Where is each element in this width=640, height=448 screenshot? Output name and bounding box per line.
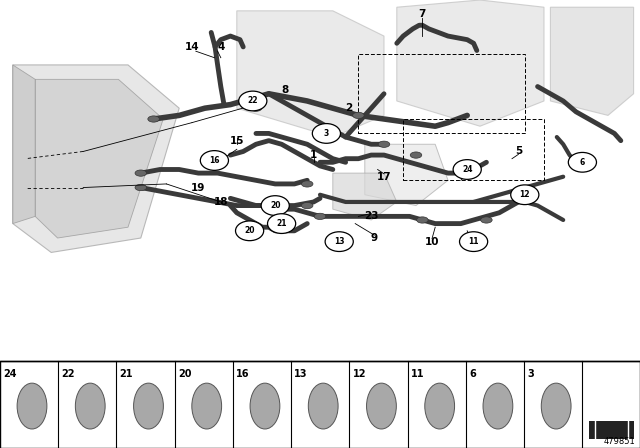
Circle shape bbox=[261, 196, 289, 215]
Ellipse shape bbox=[17, 383, 47, 429]
Text: 7: 7 bbox=[419, 9, 426, 19]
Text: 21: 21 bbox=[120, 369, 133, 379]
Polygon shape bbox=[365, 144, 448, 206]
Ellipse shape bbox=[135, 185, 147, 191]
Circle shape bbox=[568, 152, 596, 172]
Text: 13: 13 bbox=[294, 369, 308, 379]
Text: 19: 19 bbox=[191, 182, 205, 193]
Ellipse shape bbox=[314, 213, 326, 220]
Polygon shape bbox=[237, 11, 384, 137]
Text: 13: 13 bbox=[334, 237, 344, 246]
Ellipse shape bbox=[250, 105, 262, 112]
Ellipse shape bbox=[417, 217, 428, 223]
Text: 11: 11 bbox=[468, 237, 479, 246]
Polygon shape bbox=[13, 65, 179, 253]
Text: 21: 21 bbox=[276, 219, 287, 228]
Ellipse shape bbox=[425, 383, 454, 429]
Text: 10: 10 bbox=[425, 237, 439, 247]
Text: 17: 17 bbox=[377, 172, 391, 182]
Ellipse shape bbox=[148, 116, 159, 122]
Ellipse shape bbox=[301, 181, 313, 187]
Text: 22: 22 bbox=[61, 369, 75, 379]
Polygon shape bbox=[550, 7, 634, 116]
Text: 12: 12 bbox=[353, 369, 366, 379]
Text: 4: 4 bbox=[217, 42, 225, 52]
Polygon shape bbox=[13, 65, 35, 224]
Circle shape bbox=[325, 232, 353, 251]
Text: 1: 1 bbox=[310, 150, 317, 160]
Circle shape bbox=[239, 91, 267, 111]
Ellipse shape bbox=[483, 383, 513, 429]
Text: 23: 23 bbox=[364, 211, 378, 221]
Ellipse shape bbox=[134, 383, 163, 429]
Text: 9: 9 bbox=[371, 233, 378, 243]
Circle shape bbox=[236, 221, 264, 241]
Text: 479851: 479851 bbox=[603, 437, 635, 446]
Ellipse shape bbox=[410, 152, 422, 158]
Ellipse shape bbox=[481, 217, 492, 223]
Text: 3: 3 bbox=[324, 129, 329, 138]
Bar bbox=[0, 0, 640, 361]
Ellipse shape bbox=[367, 383, 396, 429]
Circle shape bbox=[460, 232, 488, 251]
Ellipse shape bbox=[135, 170, 147, 176]
Text: 16: 16 bbox=[209, 156, 220, 165]
Ellipse shape bbox=[541, 383, 571, 429]
Polygon shape bbox=[333, 173, 397, 220]
Text: 20: 20 bbox=[270, 201, 280, 210]
Ellipse shape bbox=[308, 383, 338, 429]
Text: 6: 6 bbox=[469, 369, 476, 379]
Text: 12: 12 bbox=[520, 190, 530, 199]
Text: 2: 2 bbox=[345, 103, 353, 113]
Ellipse shape bbox=[378, 141, 390, 147]
Text: 20: 20 bbox=[178, 369, 191, 379]
Polygon shape bbox=[397, 0, 544, 126]
Ellipse shape bbox=[76, 383, 105, 429]
Text: 3: 3 bbox=[527, 369, 534, 379]
Bar bbox=[0, 361, 640, 448]
Ellipse shape bbox=[192, 383, 221, 429]
Text: 22: 22 bbox=[248, 96, 258, 105]
Text: 11: 11 bbox=[411, 369, 424, 379]
Text: 14: 14 bbox=[185, 42, 199, 52]
Circle shape bbox=[200, 151, 228, 170]
Text: 16: 16 bbox=[236, 369, 250, 379]
Circle shape bbox=[511, 185, 539, 205]
Bar bbox=[358, 54, 525, 134]
Ellipse shape bbox=[353, 112, 364, 119]
Circle shape bbox=[453, 159, 481, 179]
Text: 24: 24 bbox=[3, 369, 17, 379]
Bar bbox=[403, 119, 544, 181]
Polygon shape bbox=[35, 79, 163, 238]
Circle shape bbox=[268, 214, 296, 233]
Text: 8: 8 bbox=[281, 85, 289, 95]
Ellipse shape bbox=[301, 202, 313, 209]
Text: 24: 24 bbox=[462, 165, 472, 174]
Text: 15: 15 bbox=[230, 136, 244, 146]
Text: 18: 18 bbox=[214, 197, 228, 207]
Text: 5: 5 bbox=[515, 146, 522, 156]
Circle shape bbox=[312, 124, 340, 143]
Ellipse shape bbox=[250, 383, 280, 429]
Polygon shape bbox=[589, 421, 634, 439]
Text: 20: 20 bbox=[244, 226, 255, 235]
Text: 6: 6 bbox=[580, 158, 585, 167]
